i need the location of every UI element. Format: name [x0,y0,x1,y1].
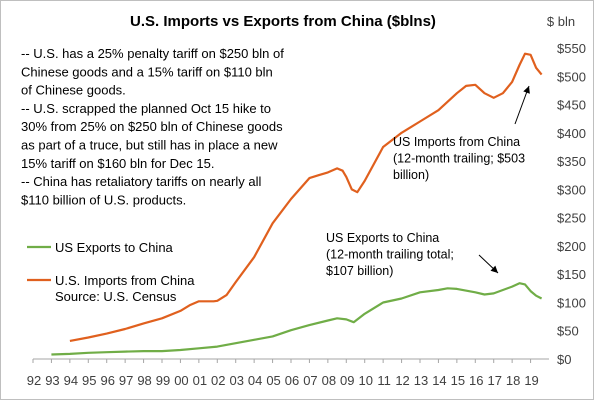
y-tick-label: $500 [557,69,586,84]
y-tick-label: $350 [557,154,586,169]
x-tick-label: 15 [451,373,465,388]
x-tick-label: 19 [524,373,538,388]
annotation-arrowhead [490,265,498,273]
note-line: $110 billion of U.S. products. [21,192,186,207]
x-tick-label: 92 [27,373,41,388]
x-tick-label: 17 [487,373,501,388]
x-tick-label: 10 [358,373,372,388]
y-tick-label: $150 [557,267,586,282]
y-tick-label: $200 [557,239,586,254]
annotation-line: (12-month trailing; $503 [393,152,525,166]
y-axis-label: $ bln [547,14,575,29]
legend: US Exports to China U.S. Imports from Chi… [27,240,195,304]
x-axis-ticks: 92 93 94 95 96 97 98 99 00 01 02 03 04 05 06 07 08 09 10 11… [27,359,539,388]
y-tick-label: $50 [557,324,579,339]
note-line: as part of a truce, but still has in pla… [21,138,278,153]
y-tick-label: $100 [557,295,586,310]
chart-title: U.S. Imports vs Exports from China ($bln… [130,13,436,30]
x-tick-label: 09 [340,373,354,388]
legend-label: U.S. Imports from China [55,273,195,288]
x-tick-label: 97 [119,373,133,388]
annotation-line: billion) [393,168,429,182]
note-line: of Chinese goods. [21,83,126,98]
x-tick-label: 04 [248,373,262,388]
x-tick-label: 00 [174,373,188,388]
note-line: -- China has retaliatory tariffs on near… [21,174,261,189]
x-tick-label: 11 [377,373,391,388]
x-tick-label: 16 [469,373,483,388]
x-tick-label: 18 [506,373,520,388]
exports-series-line [51,282,543,356]
y-tick-label: $300 [557,182,586,197]
annotation-arrowhead [523,86,530,94]
x-tick-label: 12 [395,373,409,388]
x-tick-label: 02 [211,373,225,388]
note-line: -- U.S. has a 25% penalty tariff on $250… [21,46,284,61]
x-tick-label: 96 [100,373,114,388]
y-axis-ticks: $0 $50 $100 $150 $200 $250 $300 $350 $400 $450 $50… [557,41,586,367]
x-tick-label: 94 [64,373,78,388]
series-lines [51,52,543,356]
annotation-line: US Exports to China [326,231,439,245]
note-line: -- U.S. scrapped the planned Oct 15 hike… [21,101,271,116]
legend-label: US Exports to China [55,240,174,255]
x-tick-label: 01 [193,373,207,388]
annotations: US Imports from China (12-month trailing;… [326,85,530,278]
annotation-line: (12-month trailing total; [326,248,454,262]
annotation-line: US Imports from China [393,135,520,149]
note-line: Chinese goods and a 15% tariff on $110 b… [21,64,273,79]
y-tick-label: $0 [557,352,571,367]
x-tick-label: 06 [285,373,299,388]
x-tick-label: 98 [137,373,151,388]
x-tick-label: 99 [156,373,170,388]
note-line: 30% from 25% on $250 bln of Chinese good… [21,119,283,134]
note-line: 15% tariff on $160 bln for Dec 15. [21,156,214,171]
source-note: Source: U.S. Census [55,289,177,304]
x-tick-label: 95 [82,373,96,388]
x-tick-label: 13 [414,373,428,388]
y-tick-label: $450 [557,98,586,113]
y-tick-label: $400 [557,126,586,141]
annotation-line: $107 billion) [326,264,393,278]
x-tick-label: 93 [45,373,59,388]
x-tick-label: 07 [303,373,317,388]
y-tick-label: $250 [557,211,586,226]
x-tick-label: 05 [266,373,280,388]
y-tick-label: $550 [557,41,586,56]
x-tick-label: 14 [432,373,446,388]
tariff-notes: -- U.S. has a 25% penalty tariff on $250… [21,46,284,207]
imports-series-line [69,52,543,342]
x-tick-label: 08 [322,373,336,388]
x-tick-label: 03 [229,373,243,388]
